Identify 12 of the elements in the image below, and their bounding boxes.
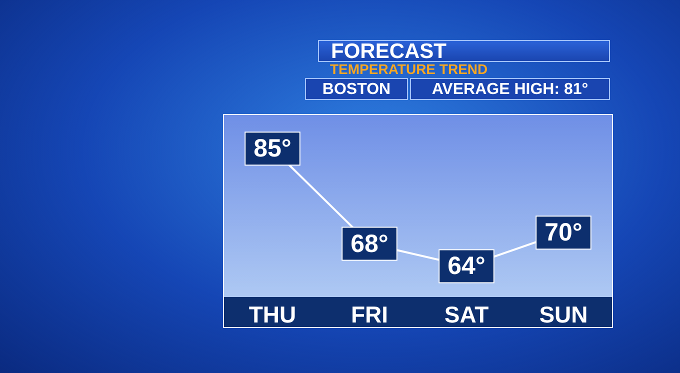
x-tick-label: FRI	[350, 302, 388, 328]
data-label: 64°	[448, 252, 486, 280]
text: AVERAGE HIGH: 81°	[410, 78, 610, 100]
text: BOSTON	[305, 78, 408, 100]
data-label: 70°	[544, 218, 582, 247]
x-tick-label: SAT	[444, 302, 489, 328]
chart-subtitle: TEMPERATURE TREND	[330, 61, 488, 77]
x-tick-label: SUN	[539, 302, 588, 328]
data-label: 68°	[350, 230, 388, 258]
chart-title: FORECAST	[318, 40, 610, 63]
data-label: 85°	[254, 134, 292, 163]
x-tick-label: THU	[248, 302, 296, 328]
